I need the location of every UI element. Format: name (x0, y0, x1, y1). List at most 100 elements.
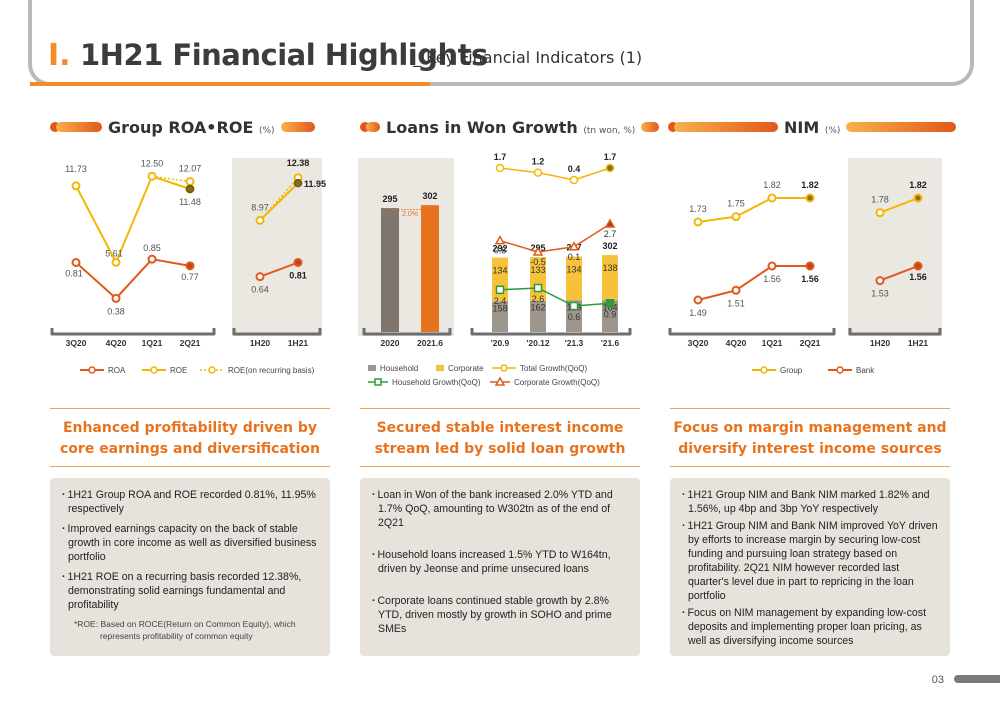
household-growth-marker (569, 301, 579, 311)
x-tick-label: 1Q21 (762, 338, 783, 348)
roa-half-point (255, 272, 265, 282)
total-growth-point (605, 163, 615, 173)
bullet-item: 1H21 ROE on a recurring basis recorded 1… (60, 570, 318, 612)
axis-bracket (232, 328, 322, 336)
axis-bracket (848, 328, 942, 336)
group-nim-point (693, 217, 703, 227)
roe-recurring-point (185, 177, 195, 187)
x-tick-label: '20.12 (526, 338, 550, 348)
household-bar-label: 162 (530, 303, 545, 313)
total-growth-label: 1.7 (604, 152, 617, 162)
corporate-bar (566, 256, 582, 301)
x-tick-label: 3Q20 (688, 338, 709, 348)
legend-label: Group (780, 366, 803, 375)
legend-label: ROA (108, 366, 126, 375)
axis-bracket (362, 328, 452, 336)
pill-dot-icon (668, 122, 678, 132)
roa-data-label: 0.38 (107, 306, 125, 316)
pill-icon (56, 122, 102, 132)
corporate-growth-label: 0.1 (568, 252, 581, 262)
divider (670, 408, 950, 409)
corporate-bar-label: 138 (602, 263, 617, 273)
legend-label: Corporate (448, 364, 484, 373)
bullet-box-profitability: 1H21 Group ROA and ROE recorded 0.81%, 1… (50, 478, 330, 656)
roe-data-label: 5.61 (105, 248, 123, 258)
group-nim-half-point (913, 193, 923, 203)
roe-half-label: 11.95 (304, 179, 326, 189)
bank-nim-label: 1.49 (689, 308, 707, 318)
annual-bar-label: 295 (382, 194, 397, 204)
roe-point (71, 181, 81, 191)
group-nim-half-point (875, 208, 885, 218)
annual-bar (421, 205, 439, 332)
nim-chart: 1.73 1.75 1.82 1.82 1.49 1.51 1.56 1.56 1.78 1.82… (668, 158, 942, 375)
pill-dot-icon (50, 122, 60, 132)
bank-nim-half-label: 1.53 (871, 289, 889, 299)
legend-label: Corporate Growth(QoQ) (514, 378, 600, 387)
headline-line: core earnings and diversification (60, 441, 320, 457)
legend-label: ROE(on recurring basis) (228, 366, 315, 375)
bank-nim-half-point (875, 276, 885, 286)
legend-label: ROE (170, 366, 187, 375)
roa-point (147, 254, 157, 264)
bank-nim-point (805, 261, 815, 271)
bank-nim-label: 1.51 (727, 298, 745, 308)
household-bar-label: 158 (492, 303, 507, 313)
corporate-growth-line (499, 223, 611, 253)
x-tick-label: 2020 (381, 338, 400, 348)
roe-data-label: 12.50 (141, 158, 164, 168)
section-number: Ⅰ. (48, 38, 71, 73)
roa-data-label: 0.77 (181, 272, 199, 282)
household-growth-label: 0.6 (568, 312, 581, 322)
panel-title-text: NIM (784, 117, 820, 137)
x-tick-label: 2Q21 (180, 338, 201, 348)
total-growth-point (533, 168, 543, 177)
group-nim-half-label: 1.78 (871, 195, 889, 205)
panel-unit: (tn won, %) (583, 125, 636, 136)
panel-title-loans: Loans in Won Growth (tn won, %) (360, 116, 660, 138)
roe-point (147, 171, 157, 181)
bank-nim-label: 1.56 (801, 274, 819, 284)
divider (360, 466, 640, 467)
bullet-box-loans: Loan in Won of the bank increased 2.0% Y… (360, 478, 640, 656)
headline-loans: Secured stable interest income stream le… (360, 418, 640, 460)
header-frame (28, 0, 974, 86)
household-bar (530, 300, 546, 332)
pill-icon (280, 122, 315, 132)
group-nim-label: 1.82 (801, 180, 819, 190)
legend-corporate-swatch (436, 365, 444, 371)
axis-bracket (668, 328, 836, 336)
roa-line (75, 258, 191, 300)
roa-data-label: 0.85 (143, 243, 161, 253)
household-bar (492, 301, 508, 332)
group-nim-point (805, 193, 815, 203)
total-growth-point (569, 175, 579, 185)
corporate-bar-label: 134 (492, 266, 507, 276)
divider (360, 408, 640, 409)
bank-nim-half-label: 1.56 (909, 272, 927, 282)
group-nim-line (697, 197, 810, 223)
half-year-panel-bg (848, 158, 942, 336)
legend-total-growth-marker (500, 364, 508, 372)
household-growth-line (499, 287, 611, 307)
divider (670, 466, 950, 467)
total-growth-line (499, 167, 611, 181)
legend-group-marker (760, 366, 768, 374)
group-nim-label: 1.73 (689, 204, 707, 214)
x-tick-label: 1H21 (288, 338, 309, 348)
page-subtitle: _ Key Financial Indicators (1) (413, 48, 643, 67)
total-growth-label: 1.2 (532, 157, 545, 167)
legend-label: Bank (856, 366, 875, 375)
annual-growth-label: 2.0% (402, 211, 418, 218)
x-tick-label: 2Q21 (800, 338, 821, 348)
legend-label: Household Growth(QoQ) (392, 378, 481, 387)
half-year-panel-bg (232, 158, 322, 336)
roa-point (71, 258, 81, 267)
footnote-line: represents profitability of common equit… (100, 631, 253, 641)
x-tick-label: 3Q20 (66, 338, 87, 348)
group-nim-point (767, 193, 777, 203)
bullet-item: 1H21 Group NIM and Bank NIM improved YoY… (680, 519, 938, 603)
pill-icon (366, 122, 380, 132)
header-accent-bar (30, 82, 430, 86)
panel-title-roa-roe: Group ROA•ROE (%) (50, 116, 315, 138)
